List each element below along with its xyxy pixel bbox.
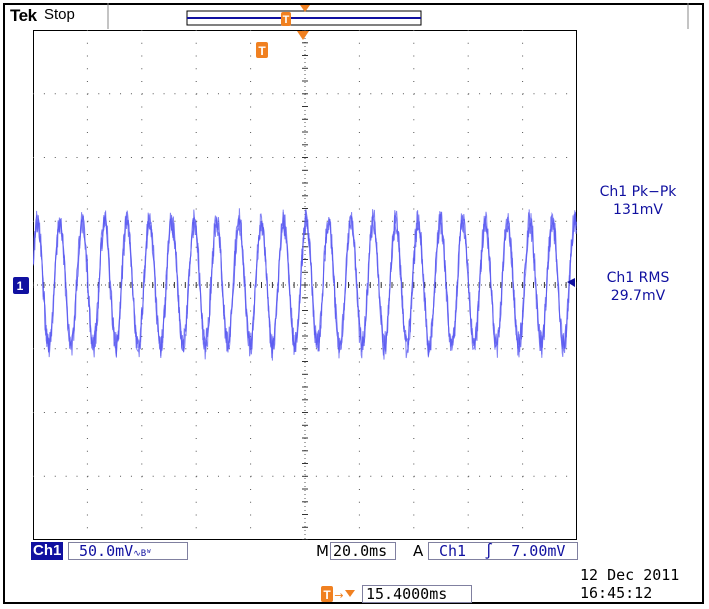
coupling-icon: ∿Bᵂ (133, 549, 152, 559)
graticule (33, 30, 577, 540)
measurement-1-value: 131mV (613, 202, 663, 218)
time-text: 16:45:12 (580, 584, 653, 602)
overview-trigger-icon: T (281, 12, 291, 26)
ch1-trace (33, 209, 577, 360)
svg-text:→: → (334, 589, 343, 602)
timebase-readout[interactable]: 20.0ms (330, 542, 396, 560)
measurement-2-value: 29.7mV (610, 288, 666, 304)
trigger-slope-icon: ∫ (484, 542, 494, 560)
svg-text:T: T (258, 44, 266, 58)
trigger-offset-icon: T → (321, 586, 355, 602)
acquisition-status: Stop (44, 6, 75, 23)
svg-text:T: T (323, 588, 331, 602)
datetime: 12 Dec 2011 16:45:12 (580, 566, 700, 602)
svg-text:T: T (283, 14, 290, 26)
date-text: 12 Dec 2011 (580, 566, 680, 584)
trigger-prefix: A (413, 542, 424, 560)
timebase-prefix: M (316, 542, 329, 560)
brand-logo: Tek (10, 6, 37, 25)
volts-per-div-readout[interactable]: 50.0mV∿Bᵂ (68, 542, 188, 560)
measurement-2-label: Ch1 RMS (606, 270, 670, 286)
trigger-level-arrow-icon[interactable] (565, 277, 577, 289)
trigger-level: 7.00mV (511, 542, 566, 560)
trigger-position-icon[interactable]: T (253, 40, 273, 60)
channel-indicator[interactable]: Ch1 (31, 542, 64, 560)
record-overview (107, 3, 689, 29)
trigger-source: Ch1 (439, 542, 467, 560)
svg-text:1: 1 (17, 279, 24, 293)
measurement-1-label: Ch1 Pk−Pk (599, 184, 677, 200)
scope-screen (3, 3, 704, 604)
trigger-position-readout[interactable]: 15.4000ms (362, 585, 472, 603)
overview-trigger-arrow-icon (300, 5, 310, 12)
ch1-waveform (33, 208, 577, 361)
ch1-ground-marker-icon[interactable]: 1 (12, 276, 32, 296)
volts-per-div-value: 50.0mV (79, 542, 134, 560)
horizontal-position-arrow-icon[interactable] (296, 30, 312, 42)
trigger-readout[interactable]: Ch1 ∫ 7.00mV (428, 542, 578, 560)
